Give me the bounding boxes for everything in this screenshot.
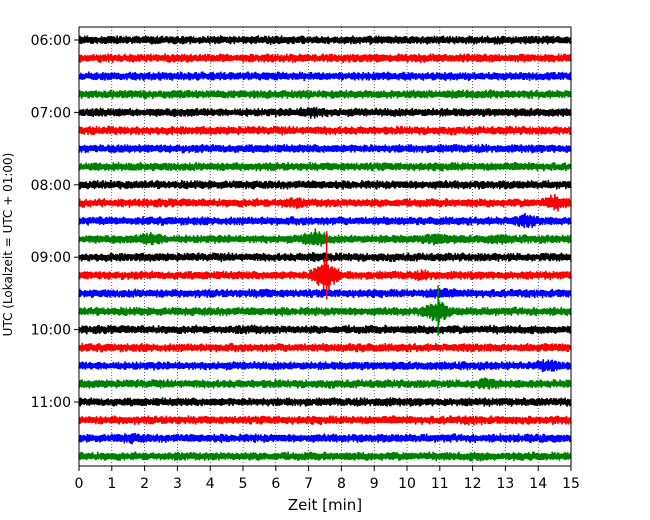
x-tick-label: 5 — [239, 476, 248, 492]
trace-line — [78, 288, 572, 299]
x-tick-label: 10 — [398, 476, 416, 492]
y-tick-label: 09:00 — [31, 250, 71, 266]
trace-line — [78, 432, 572, 445]
trace-line — [78, 35, 572, 45]
trace-line — [78, 228, 572, 247]
trace-line — [78, 89, 572, 100]
x-tick-label: 1 — [107, 476, 116, 492]
y-axis-ticks: 06:00 07:00 08:00 09:00 10:00 11:00 — [31, 33, 79, 411]
trace-line — [78, 125, 572, 136]
x-tick-label: 4 — [206, 476, 215, 492]
trace-line — [78, 415, 572, 426]
trace-line — [78, 359, 572, 373]
trace-line — [78, 193, 572, 212]
y-axis-label: UTC (Lokalzeit = UTC + 01:00) — [1, 153, 15, 337]
seismogram-traces — [78, 35, 572, 462]
x-tick-label: 8 — [337, 476, 346, 492]
trace-line — [78, 53, 572, 63]
y-tick-label: 06:00 — [31, 33, 71, 49]
trace-line — [78, 71, 572, 82]
trace-line — [78, 161, 572, 172]
trace-line — [78, 324, 572, 335]
trace-line — [78, 143, 572, 154]
trace-line — [78, 179, 572, 190]
x-tick-label: 12 — [464, 476, 482, 492]
plot-frame — [78, 26, 572, 467]
trace-line — [78, 451, 572, 462]
trace-line — [78, 106, 572, 119]
trace-line — [78, 397, 572, 407]
x-tick-label: 6 — [271, 476, 280, 492]
y-tick-label: 10:00 — [31, 323, 71, 339]
x-tick-label: 2 — [140, 476, 149, 492]
x-axis-label: Zeit [min] — [288, 496, 362, 514]
x-tick-label: 13 — [496, 476, 514, 492]
y-tick-label: 11:00 — [31, 395, 71, 411]
trace-line — [78, 301, 572, 324]
x-tick-label: 9 — [370, 476, 379, 492]
x-tick-label: 15 — [562, 476, 580, 492]
x-axis-ticks: 0 1 2 3 4 5 6 7 8 9 10 11 12 13 14 15 — [75, 466, 580, 492]
trace-line — [78, 258, 572, 291]
trace-line — [78, 342, 572, 353]
grid-lines — [111, 27, 539, 466]
x-tick-label: 11 — [431, 476, 449, 492]
trace-line — [78, 212, 572, 229]
x-tick-label: 7 — [304, 476, 313, 492]
y-tick-label: 08:00 — [31, 178, 71, 194]
x-tick-label: 14 — [529, 476, 547, 492]
x-tick-label: 0 — [75, 476, 84, 492]
y-tick-label: 07:00 — [31, 105, 71, 121]
trace-line — [78, 377, 572, 390]
x-tick-label: 3 — [173, 476, 182, 492]
